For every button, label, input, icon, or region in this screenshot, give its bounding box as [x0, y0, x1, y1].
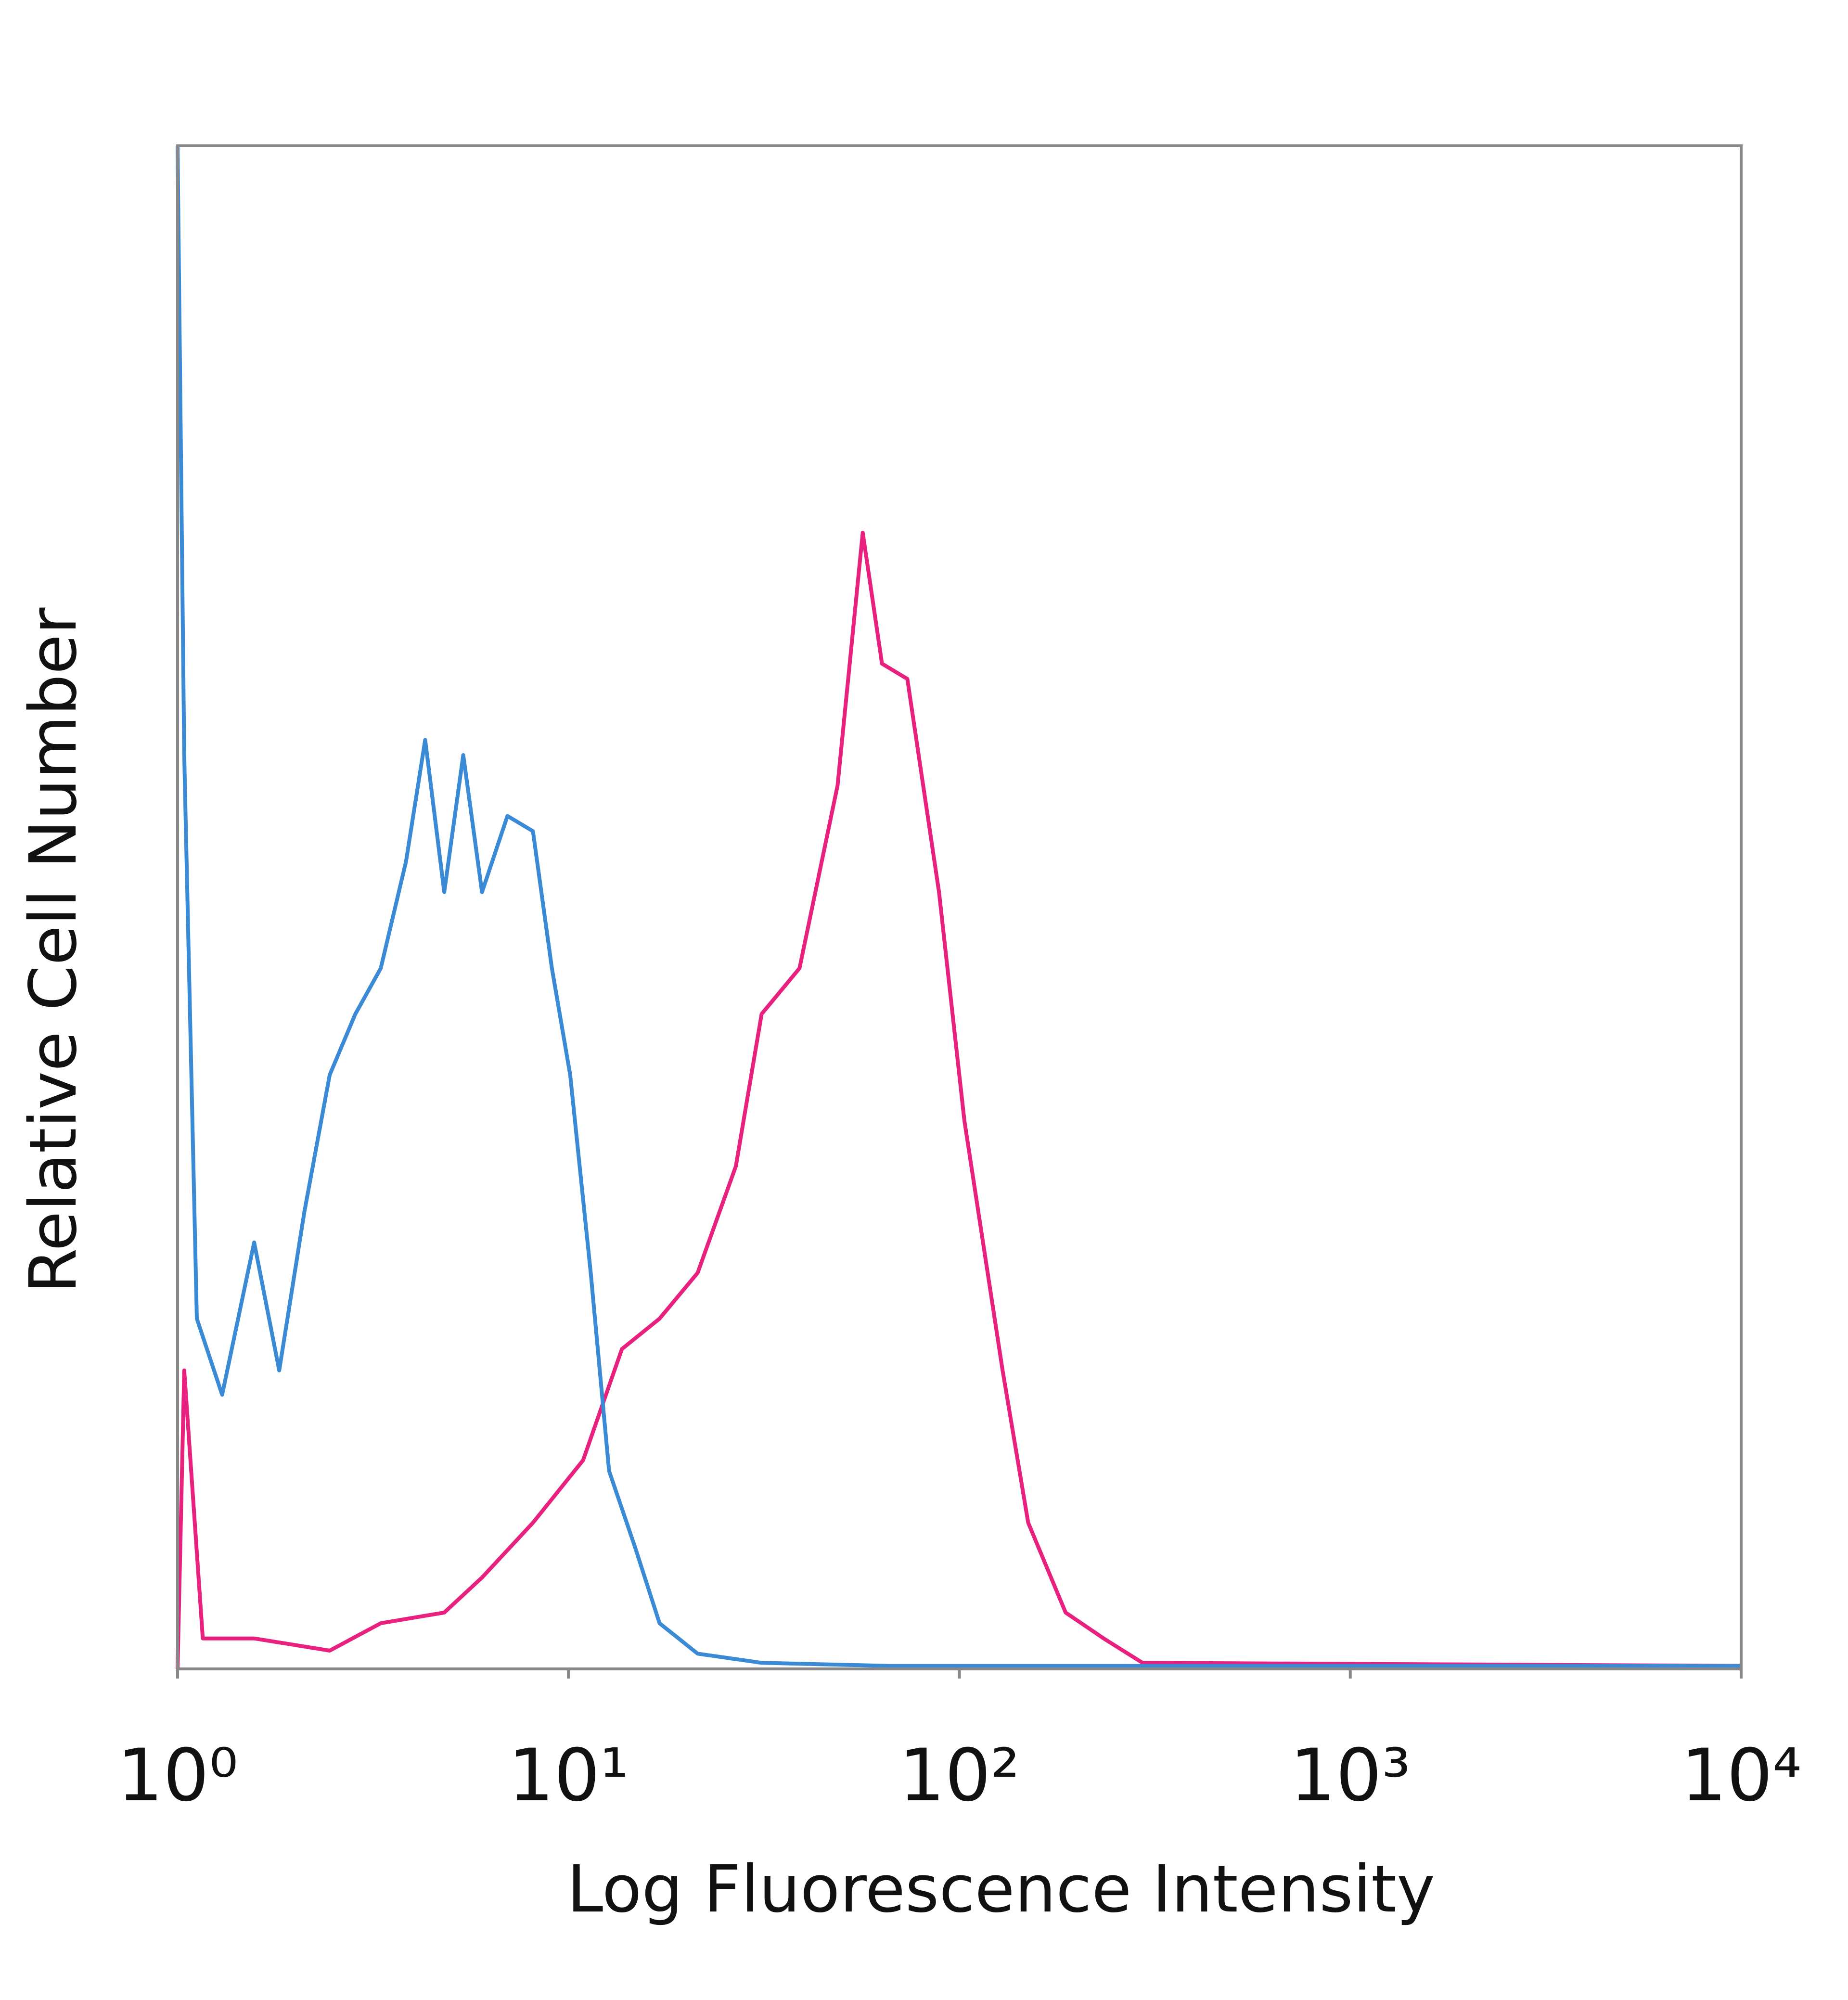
histogram-line: [176, 145, 1741, 1668]
plot-frame: [176, 144, 1743, 1670]
x-tick-label: 10¹: [508, 1734, 629, 1818]
x-axis-label: Log Fluorescence Intensity: [567, 1851, 1435, 1927]
y-axis-label: Relative Cell Number: [15, 607, 91, 1293]
x-tick-label: 10²: [899, 1734, 1020, 1818]
x-tick-label: 10⁰: [117, 1734, 238, 1818]
histogram-line: [176, 530, 1742, 1669]
x-tick-label: 10³: [1290, 1734, 1411, 1818]
x-tick-label: 10⁴: [1681, 1734, 1801, 1818]
